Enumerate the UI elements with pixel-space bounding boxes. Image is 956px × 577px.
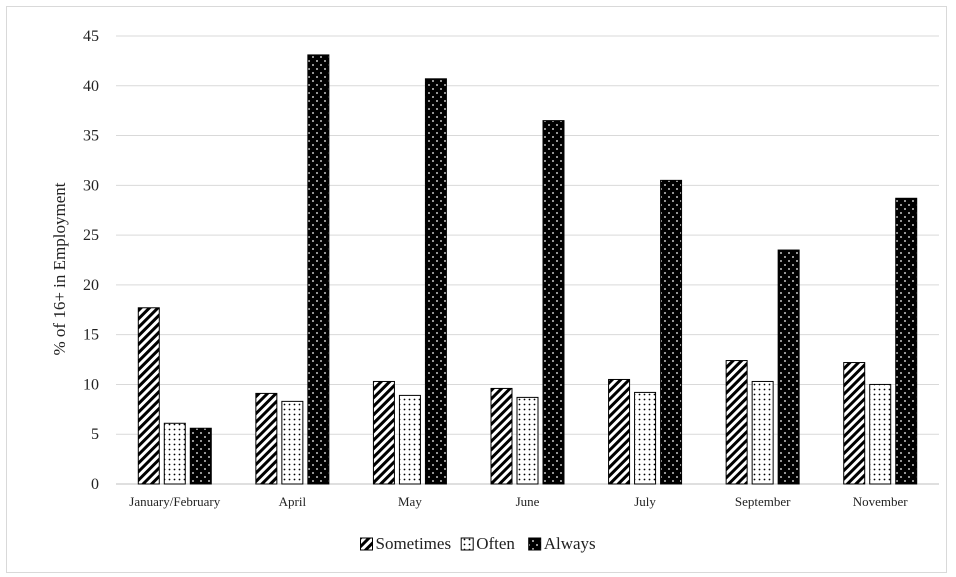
- bar-often: [398, 394, 421, 485]
- legend-label-often: Often: [476, 534, 515, 553]
- bar-sometimes: [608, 378, 631, 485]
- y-tick-label: 20: [83, 277, 99, 294]
- bar-often: [281, 400, 304, 485]
- bar-always: [895, 197, 918, 485]
- bar-always: [542, 120, 565, 485]
- x-tick-label: May: [398, 494, 422, 509]
- y-axis-title: % of 16+ in Employment: [50, 182, 69, 355]
- x-tick-label: July: [634, 494, 656, 509]
- legend: Sometimes Often Always: [360, 534, 596, 553]
- bar-always: [424, 78, 447, 485]
- bar-sometimes: [843, 362, 866, 485]
- x-tick-label: June: [516, 494, 540, 509]
- legend-swatch-sometimes: [360, 537, 373, 551]
- bar-often: [751, 380, 774, 485]
- y-tick-label: 25: [83, 227, 99, 244]
- y-tick-label: 0: [91, 476, 99, 493]
- y-tick-label: 45: [83, 28, 99, 45]
- legend-swatch-often: [460, 537, 474, 551]
- bars: [137, 54, 918, 485]
- y-tick-label: 5: [91, 426, 99, 443]
- y-tick-label: 10: [83, 376, 99, 393]
- bar-always: [777, 249, 800, 485]
- bar-sometimes: [725, 360, 748, 485]
- x-axis-labels: January/February April May June July Septembe…: [129, 494, 908, 509]
- bar-always: [660, 179, 683, 485]
- bar-often: [163, 422, 186, 485]
- x-tick-label: January/February: [129, 494, 220, 509]
- gridlines: [116, 35, 939, 485]
- legend-swatch-always: [528, 537, 542, 551]
- bar-always: [307, 54, 330, 485]
- legend-label-sometimes: Sometimes: [376, 534, 452, 553]
- x-tick-label: November: [853, 494, 909, 509]
- bar-chart: 0 5 10 15 20 25 30 35 40 45 January/February April…: [50, 28, 939, 553]
- bar-sometimes: [255, 392, 278, 485]
- y-tick-label: 35: [83, 128, 99, 145]
- bar-sometimes: [137, 307, 160, 485]
- y-tick-label: 30: [83, 177, 99, 194]
- y-tick-label: 15: [83, 327, 99, 344]
- x-tick-label: September: [735, 494, 791, 509]
- bar-sometimes: [490, 387, 513, 485]
- y-tick-label: 40: [83, 78, 99, 95]
- bar-often: [516, 396, 539, 485]
- bar-often: [869, 383, 892, 485]
- x-tick-label: April: [279, 494, 307, 509]
- bar-always: [189, 427, 212, 485]
- y-axis-ticks: 0 5 10 15 20 25 30 35 40 45: [83, 28, 99, 493]
- chart-frame: 0 5 10 15 20 25 30 35 40 45 January/February April…: [6, 6, 947, 573]
- bar-often: [634, 391, 657, 485]
- bar-sometimes: [372, 380, 395, 485]
- legend-label-always: Always: [544, 534, 596, 553]
